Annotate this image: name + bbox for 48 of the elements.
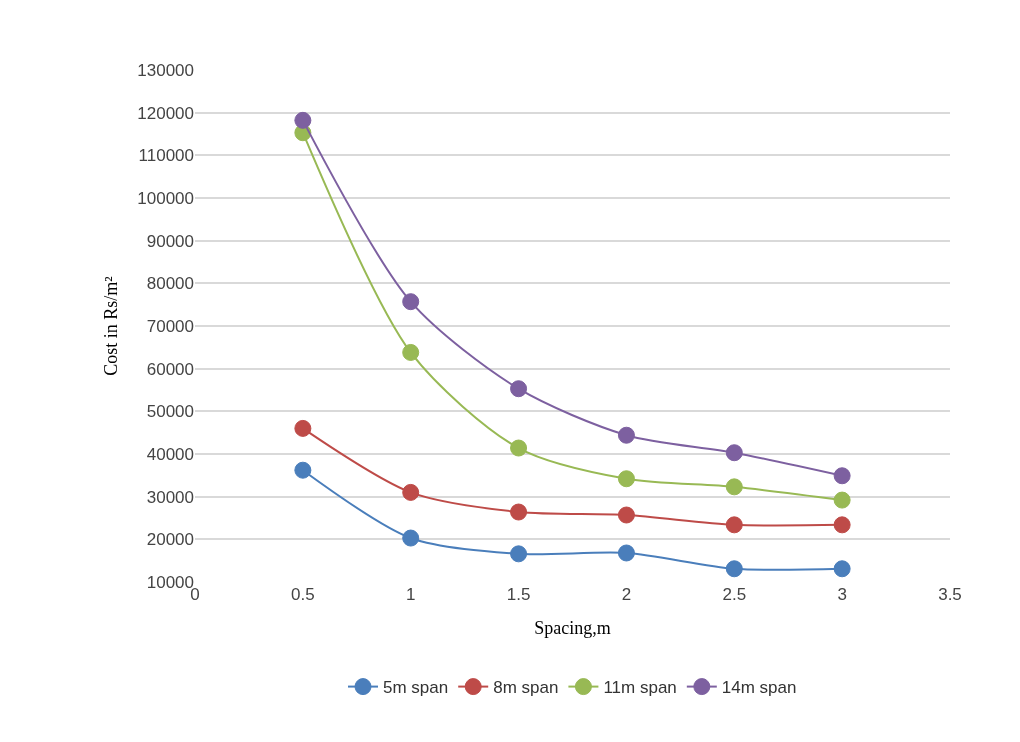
point <box>510 380 528 398</box>
y-tick-label: 110000 <box>138 146 194 166</box>
point <box>510 545 528 563</box>
y-axis-title: Cost in Rs/m² <box>101 276 122 376</box>
y-tick-label: 30000 <box>146 487 194 507</box>
x-tick-label: 2 <box>621 585 632 604</box>
point <box>725 560 743 578</box>
point <box>617 544 635 562</box>
legend-label: 5m span <box>383 678 449 698</box>
point <box>725 516 743 534</box>
point <box>402 343 420 361</box>
y-tick-label: 100000 <box>137 188 194 208</box>
x-tick-label: 0.5 <box>291 585 315 604</box>
point <box>510 439 528 457</box>
y-tick-label: 130000 <box>137 60 194 80</box>
point <box>833 560 851 578</box>
point <box>617 470 635 488</box>
point <box>402 483 420 501</box>
y-tick-label: 50000 <box>146 402 194 422</box>
y-tick-label: 80000 <box>146 274 194 294</box>
y-tick-label: 40000 <box>146 444 194 464</box>
point <box>725 444 743 462</box>
y-tick-label: 20000 <box>146 530 194 550</box>
point <box>510 503 528 521</box>
point <box>402 293 420 311</box>
x-tick-label: 1 <box>405 585 416 604</box>
point <box>833 467 851 485</box>
x-tick-label: 3 <box>837 585 847 604</box>
x-tick-label: 2.5 <box>722 585 747 604</box>
legend-label: 14m span <box>721 678 797 698</box>
point <box>402 529 420 547</box>
point <box>725 478 743 496</box>
y-tick-label: 70000 <box>146 316 194 336</box>
x-tick-label: 3.5 <box>938 585 962 604</box>
y-tick-label: 120000 <box>137 103 194 123</box>
legend-label: 11m span <box>603 678 677 698</box>
x-tick-label: 1.5 <box>506 585 531 604</box>
point <box>833 491 851 509</box>
point <box>617 506 635 524</box>
point <box>294 111 312 129</box>
x-axis-title: Spacing,m <box>534 618 611 639</box>
point <box>833 516 851 534</box>
y-tick-label: 60000 <box>146 359 194 379</box>
legend-label: 8m span <box>493 678 559 698</box>
y-tick-label: 90000 <box>146 231 194 251</box>
point <box>294 419 312 437</box>
point <box>617 426 635 444</box>
point <box>294 461 312 479</box>
